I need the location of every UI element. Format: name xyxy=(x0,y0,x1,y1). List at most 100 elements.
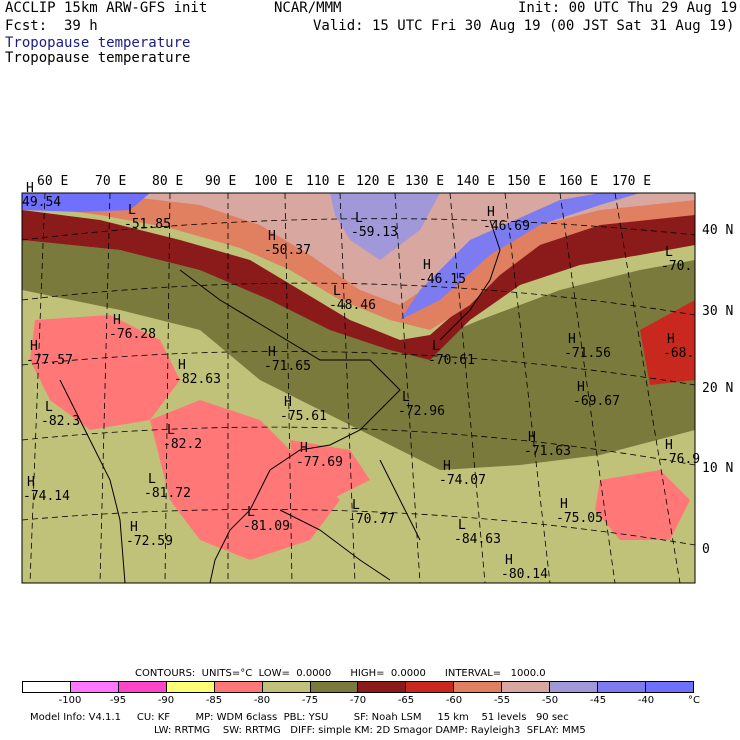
lon-label: 90 E xyxy=(205,174,236,189)
extremum-value: -76.9 xyxy=(661,452,700,467)
colorbar-swatch xyxy=(645,682,693,692)
model-info-line1: Model Info: V4.1.1 CU: KF MP: WDM 6class… xyxy=(30,712,569,723)
extremum-type: H xyxy=(667,332,675,347)
lon-label: 60 E xyxy=(37,174,68,189)
extremum-value: -59.13 xyxy=(351,225,398,240)
lon-label: 130 E xyxy=(405,174,444,189)
extremum-type: L xyxy=(355,211,363,226)
extremum-value: -70. xyxy=(661,259,692,274)
map-frame xyxy=(21,192,696,584)
colorbar-swatch xyxy=(502,682,551,692)
lon-label: 70 E xyxy=(95,174,126,189)
colorbar-swatch xyxy=(454,682,503,692)
extremum-value: -48.46 xyxy=(329,298,376,313)
extremum-type: H xyxy=(268,345,276,360)
colorbar xyxy=(22,681,694,693)
lon-label: 160 E xyxy=(559,174,598,189)
extremum-type: H xyxy=(443,459,451,474)
colorbar-tick: -70 xyxy=(349,695,367,706)
extremum-value: -74.07 xyxy=(439,473,486,488)
extremum-value: -81.72 xyxy=(144,486,191,501)
extremum-value: -70.61 xyxy=(428,353,475,368)
latitude-labels: 40 N 30 N 20 N 10 N 0 xyxy=(702,223,733,557)
contour-info: CONTOURS: UNITS=°C LOW= 0.0000 HIGH= 0.0… xyxy=(135,668,546,679)
extremum-type: H xyxy=(27,475,35,490)
lat-label: 20 N xyxy=(702,381,733,396)
extremum-value: -82.2 xyxy=(163,437,202,452)
extremum-type: L xyxy=(247,505,255,520)
extremum-value: -46.15 xyxy=(419,272,466,287)
extremum-type: L xyxy=(352,498,360,513)
org-label: NCAR/MMM xyxy=(274,0,342,16)
colorbar-tick: -60 xyxy=(445,695,463,706)
extremum-value: -51.85 xyxy=(124,217,171,232)
extremum-type: L xyxy=(333,284,341,299)
lon-label: 80 E xyxy=(152,174,183,189)
lat-label: 40 N xyxy=(702,223,733,238)
extremum-type: H xyxy=(284,395,292,410)
title-blue: Tropopause temperature xyxy=(5,35,191,51)
extremum-type: H xyxy=(178,358,186,373)
extremum-type: H xyxy=(568,332,576,347)
temperature-field xyxy=(22,193,695,583)
lat-label: 10 N xyxy=(702,461,733,476)
model-info-line2: LW: RRTMG SW: RRTMG DIFF: simple KM: 2D … xyxy=(154,725,586,736)
colorbar-tick: -95 xyxy=(109,695,127,706)
colorbar-tick: -85 xyxy=(205,695,223,706)
extremum-type: L xyxy=(148,472,156,487)
lon-label: 100 E xyxy=(254,174,293,189)
extremum-value: -71.65 xyxy=(264,359,311,374)
colorbar-tick: °C xyxy=(688,695,700,706)
colorbar-swatch xyxy=(166,682,215,692)
extremum-value: -82.3 xyxy=(41,414,80,429)
extremum-value: -46.69 xyxy=(483,219,530,234)
extremum-value: 49.54 xyxy=(22,195,61,210)
colorbar-swatch xyxy=(23,682,71,692)
colorbar-tick: -65 xyxy=(397,695,415,706)
extremum-value: -76.28 xyxy=(109,327,156,342)
lon-label: 140 E xyxy=(456,174,495,189)
colorbar-tick: -80 xyxy=(253,695,271,706)
colorbar-tick: -90 xyxy=(157,695,175,706)
extremum-value: -74.14 xyxy=(23,489,70,504)
extremum-type: H xyxy=(300,441,308,456)
colorbar-tick: -40 xyxy=(637,695,655,706)
extremum-type: H xyxy=(268,229,276,244)
extremum-value: -68. xyxy=(663,346,694,361)
colorbar-swatch xyxy=(214,682,263,692)
extremum-value: -82.63 xyxy=(174,372,221,387)
extremum-type: H xyxy=(26,181,34,196)
extremum-type: H xyxy=(130,520,138,535)
colorbar-tick: -100 xyxy=(58,695,82,706)
extremum-type: H xyxy=(30,339,38,354)
extremum-value: -77.57 xyxy=(26,353,73,368)
extremum-type: H xyxy=(528,430,536,445)
extremum-value: -72.96 xyxy=(398,404,445,419)
extremum-value: -77.69 xyxy=(296,455,343,470)
lon-label: 110 E xyxy=(306,174,345,189)
lon-label: 150 E xyxy=(507,174,546,189)
forecast-hour: Fcst: 39 h xyxy=(5,18,98,34)
extremum-type: L xyxy=(665,245,673,260)
colorbar-swatch xyxy=(598,682,646,692)
extremum-type: L xyxy=(402,390,410,405)
extremum-value: -75.05 xyxy=(556,511,603,526)
lon-label: 170 E xyxy=(612,174,651,189)
extremum-type: H xyxy=(113,313,121,328)
extremum-type: H xyxy=(665,438,673,453)
extremum-type: L xyxy=(167,423,175,438)
extremum-value: -50.37 xyxy=(264,243,311,258)
extremum-value: -84.63 xyxy=(454,532,501,547)
extremum-value: -71.56 xyxy=(564,346,611,361)
init-time: Init: 00 UTC Thu 29 Aug 19 xyxy=(518,0,738,16)
colorbar-swatch xyxy=(70,682,119,692)
extremum-type: H xyxy=(487,205,495,220)
extremum-type: L xyxy=(128,203,136,218)
title-black: Tropopause temperature xyxy=(5,50,191,66)
extremum-value: -69.67 xyxy=(573,394,620,409)
extremum-value: -70.77 xyxy=(348,512,395,527)
lat-label: 0 xyxy=(702,542,710,557)
extremum-value: -75.61 xyxy=(280,409,327,424)
colorbar-tick: -55 xyxy=(493,695,511,706)
longitude-labels: 60 E 70 E 80 E 90 E 100 E 110 E 120 E 130 E 140 … xyxy=(37,174,651,189)
